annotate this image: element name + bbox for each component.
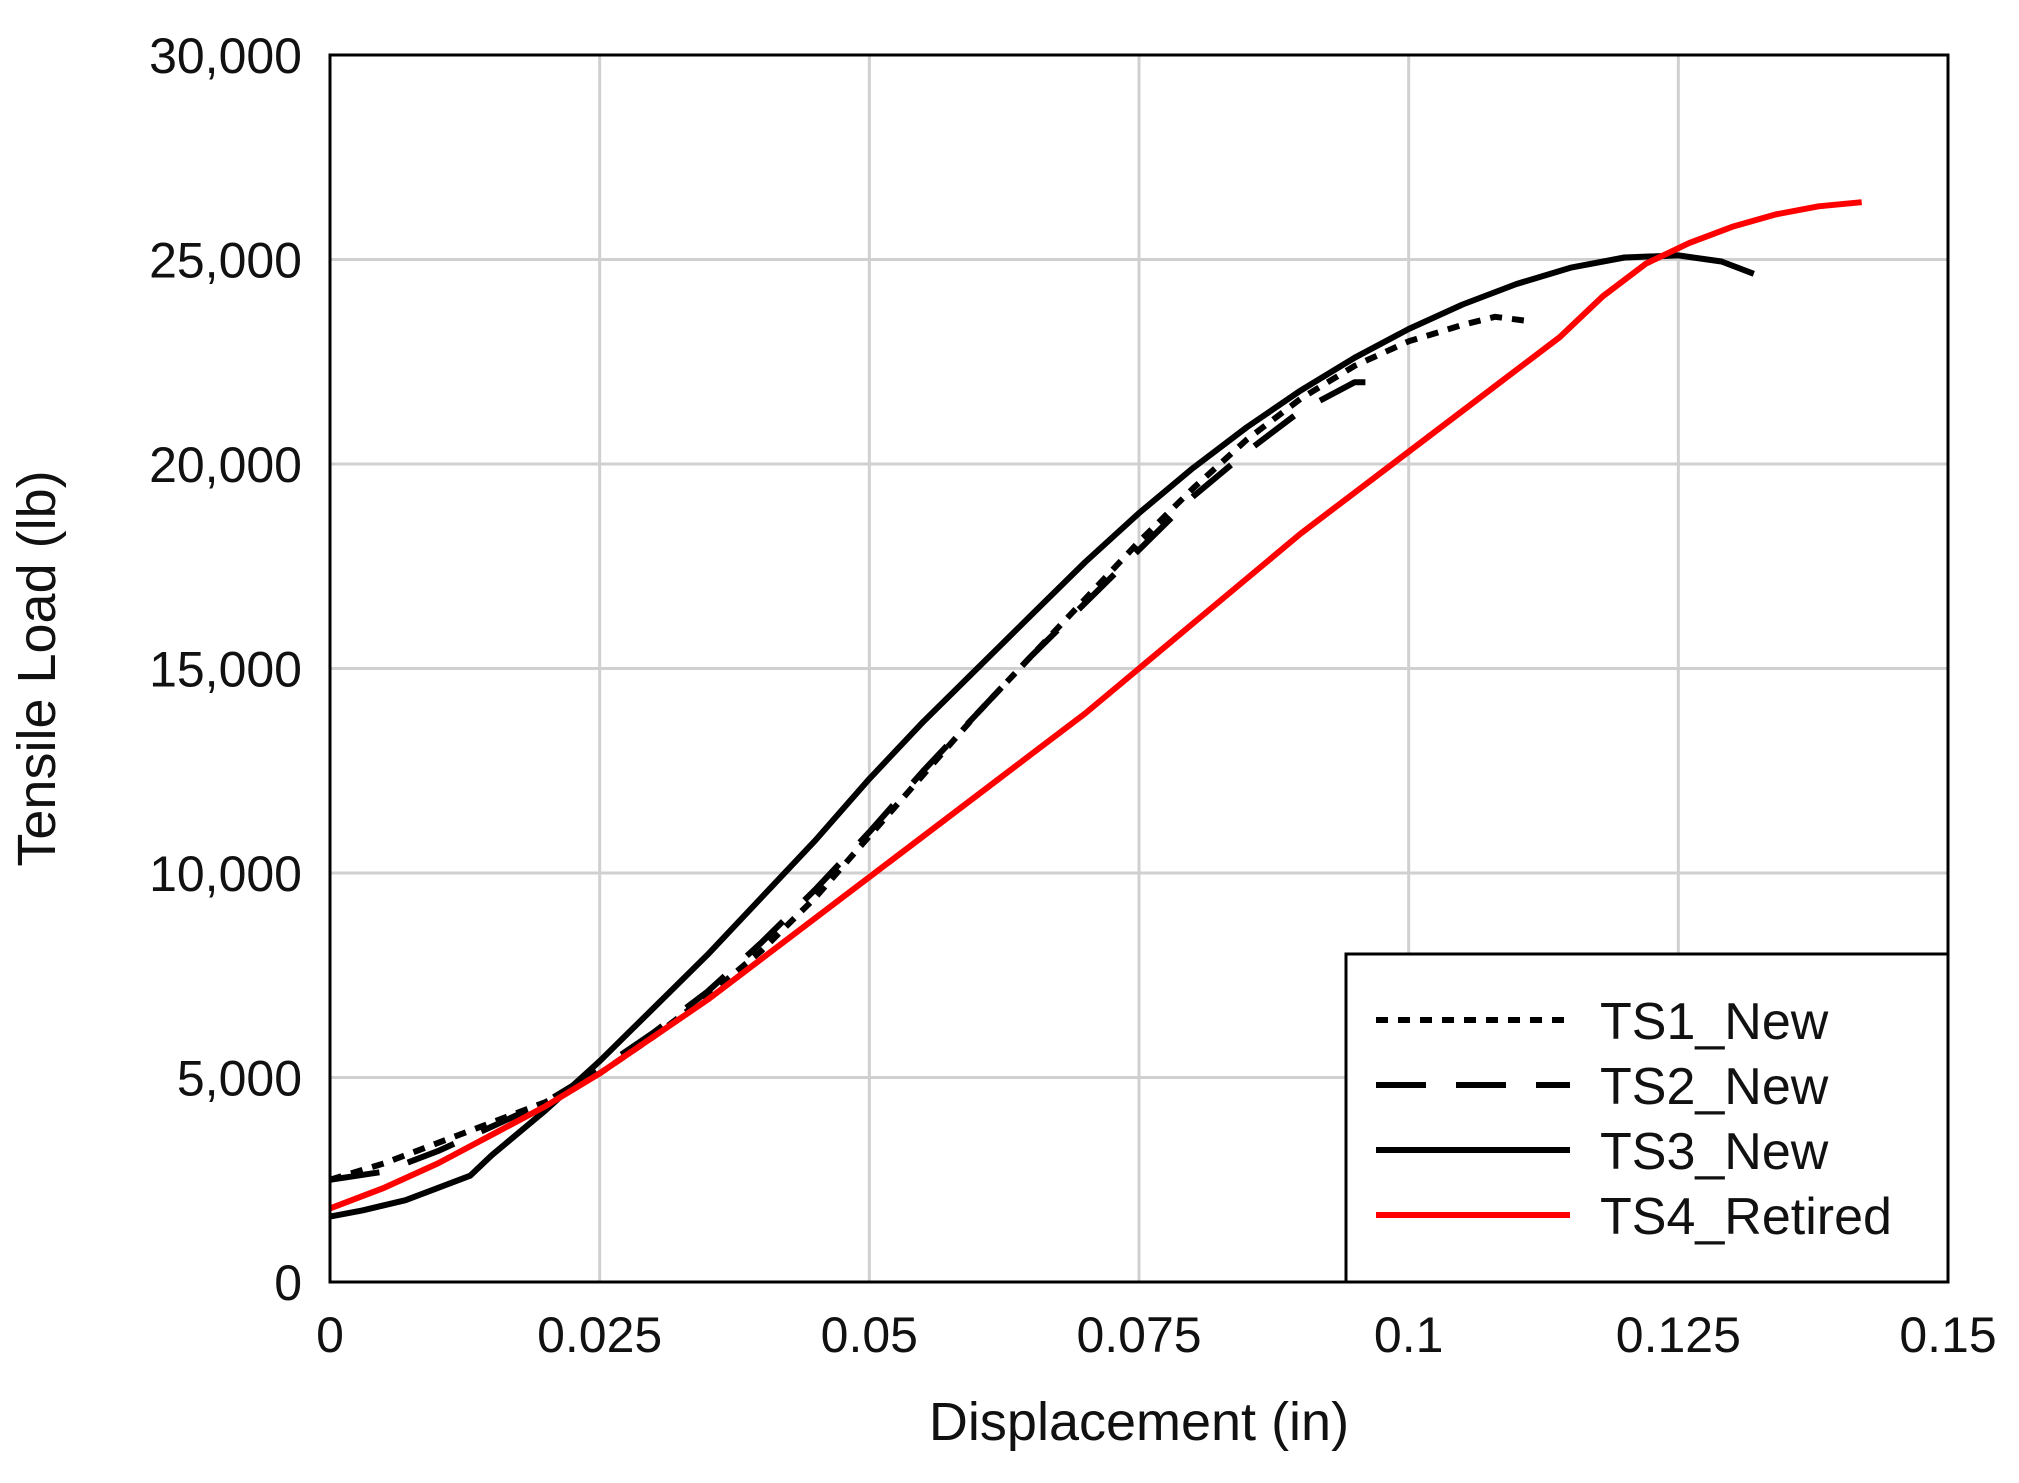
y-tick-label: 10,000: [149, 846, 302, 902]
y-axis-ticks: 0 5,000 10,000 15,000 20,000 25,000 30,000: [149, 28, 302, 1311]
y-tick-label: 20,000: [149, 437, 302, 493]
x-tick-label: 0: [316, 1307, 344, 1363]
x-axis-title: Displacement (in): [929, 1392, 1349, 1452]
x-tick-label: 0.15: [1899, 1307, 1996, 1363]
x-tick-label: 0.125: [1616, 1307, 1741, 1363]
y-tick-label: 0: [274, 1255, 302, 1311]
legend-label: TS3_New: [1600, 1123, 1829, 1181]
series-line-ts3-new: [329, 252, 1755, 1220]
legend-label: TS2_New: [1600, 1058, 1829, 1116]
x-tick-label: 0.1: [1374, 1307, 1444, 1363]
legend-label: TS4_Retired: [1600, 1188, 1892, 1246]
y-tick-label: 30,000: [149, 28, 302, 84]
gridlines: [330, 55, 1948, 1282]
y-axis-title: Tensile Load (lb): [7, 470, 67, 866]
y-tick-label: 25,000: [149, 233, 302, 289]
y-tick-label: 15,000: [149, 642, 302, 698]
x-tick-label: 0.025: [537, 1307, 662, 1363]
legend: TS1_New TS2_New TS3_New TS4_Retired: [1344, 952, 1950, 1284]
series-line-ts1-new: [329, 313, 1528, 1183]
legend-box: [1344, 952, 1950, 1284]
series-lines: [328, 199, 1862, 1220]
series-line-ts4-retired: [328, 199, 1862, 1212]
x-axis-ticks: 0 0.025 0.05 0.075 0.1 0.125 0.15: [316, 1307, 1997, 1363]
plot-area-frame: [328, 53, 1950, 1284]
legend-label: TS1_New: [1600, 993, 1829, 1051]
x-tick-label: 0.075: [1076, 1307, 1201, 1363]
series-line-ts2-new: [329, 379, 1388, 1183]
x-tick-label: 0.05: [821, 1307, 918, 1363]
y-tick-label: 5,000: [177, 1051, 302, 1107]
